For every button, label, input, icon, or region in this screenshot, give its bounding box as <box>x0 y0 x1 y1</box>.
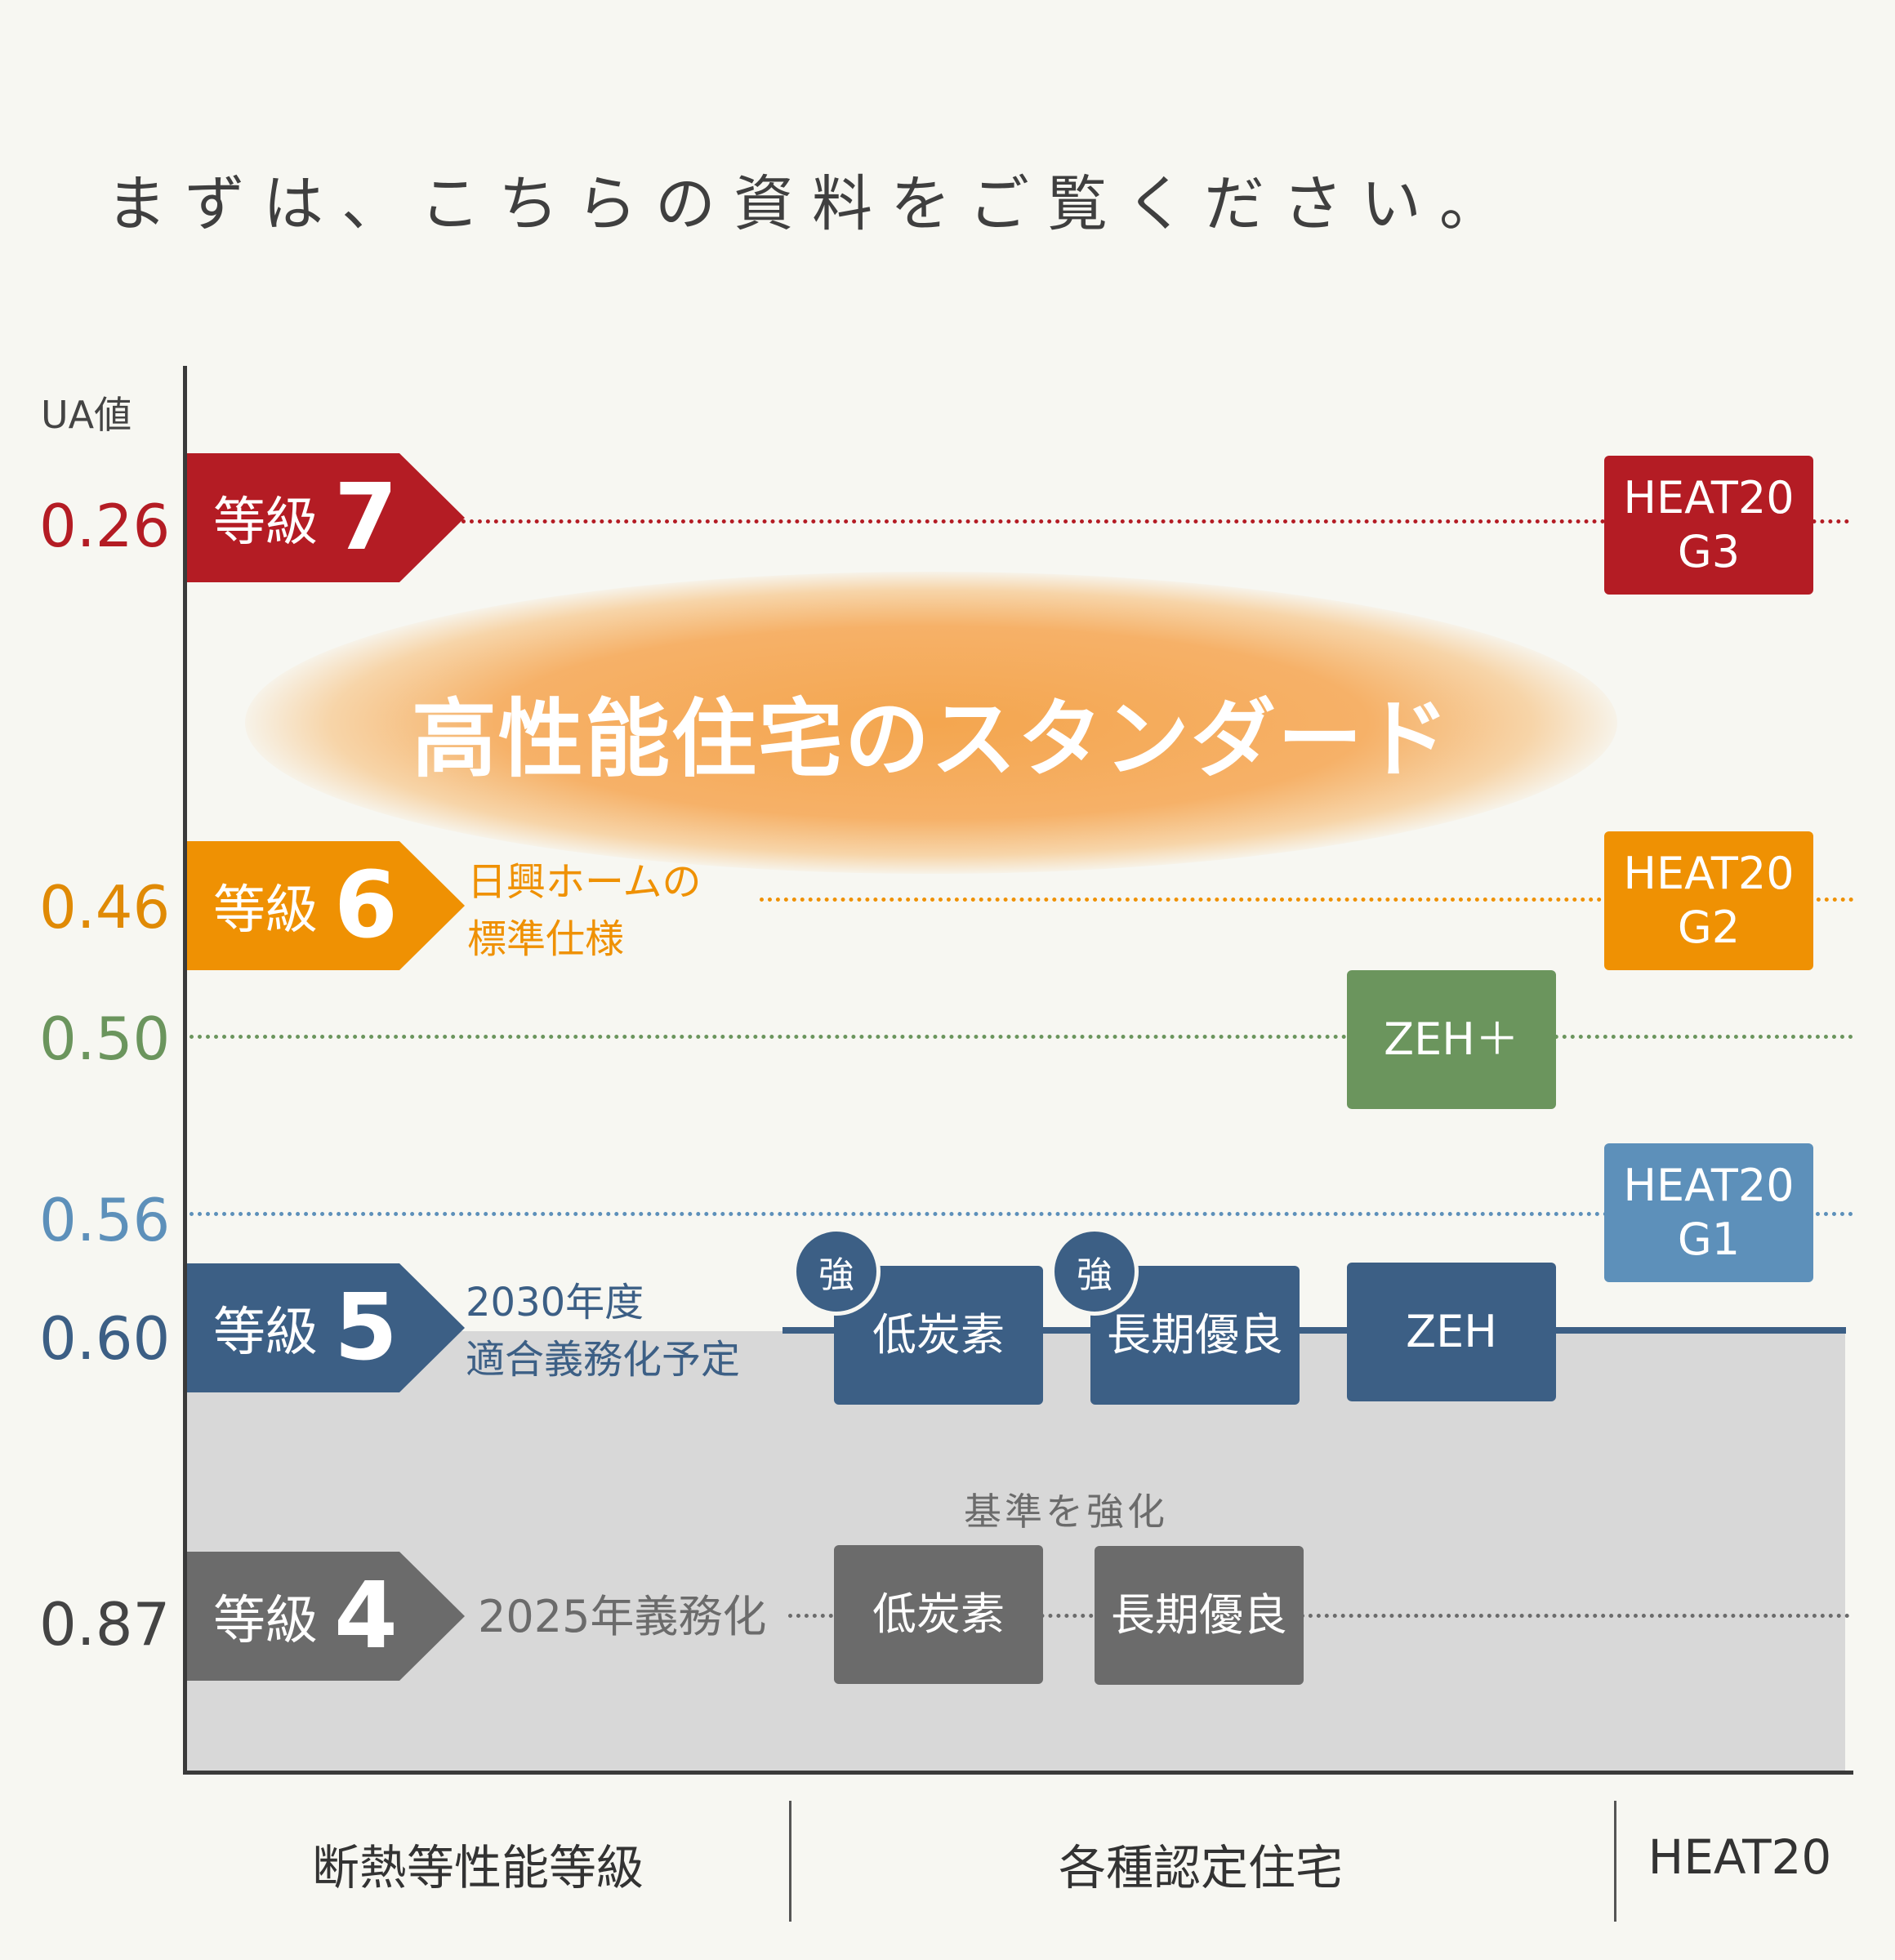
heat20-g1-line1: HEAT20 <box>1623 1160 1795 1211</box>
zeh-plus-box: ZEH＋ <box>1347 970 1556 1109</box>
grade-7-label: 等級 <box>213 492 318 553</box>
heat20-g1-box: HEAT20 G1 <box>1604 1143 1813 1282</box>
category-heat20: HEAT20 <box>1648 1829 1832 1885</box>
strengthened-badge-longterm: 強 <box>1050 1227 1139 1316</box>
grade-5-note: 2030年度 適合義務化予定 <box>466 1274 740 1388</box>
grade-4-label: 等級 <box>213 1591 318 1651</box>
grade-5-number: 5 <box>334 1275 398 1381</box>
ua-value-060: 0.60 <box>39 1304 171 1373</box>
category-insulation: 断熱等性能等級 <box>311 1840 644 1895</box>
heat20-g3-box: HEAT20 G3 <box>1604 456 1813 595</box>
grade-6-note-line2: 標準仕様 <box>467 916 625 962</box>
zeh-box: ZEH <box>1347 1263 1556 1401</box>
grade-6-note: 日興ホームの 標準仕様 <box>467 853 702 968</box>
grade-6-arrow: 等級 6 <box>187 841 465 970</box>
grade-5-arrow: 等級 5 <box>187 1263 465 1392</box>
grade-5-label: 等級 <box>213 1303 318 1363</box>
grade-7-number: 7 <box>334 465 398 571</box>
grade-5-note-line1: 2030年度 <box>466 1280 644 1325</box>
grade-5-note-line2: 適合義務化予定 <box>466 1337 741 1383</box>
ua-value-056: 0.56 <box>39 1186 171 1254</box>
x-axis <box>183 1771 1853 1775</box>
line-026 <box>461 519 1850 523</box>
ua-value-046: 0.46 <box>39 873 171 942</box>
longterm-box-grade4: 長期優良 <box>1095 1546 1304 1685</box>
highlight-glow <box>245 572 1617 874</box>
category-separator-1 <box>789 1801 791 1922</box>
heat20-g3-line2: G3 <box>1677 526 1741 577</box>
heat20-g2-line1: HEAT20 <box>1623 848 1795 899</box>
grade-6-label: 等級 <box>213 880 318 941</box>
ua-value-087: 0.87 <box>39 1590 171 1659</box>
heat20-g2-line2: G2 <box>1677 902 1741 953</box>
strengthen-label: 基準を強化 <box>964 1490 1168 1534</box>
grade-6-number: 6 <box>334 853 398 959</box>
line-056 <box>190 1212 1854 1216</box>
heat20-g1-line2: G1 <box>1677 1214 1741 1265</box>
line-046 <box>760 898 1854 902</box>
category-separator-2 <box>1614 1801 1616 1922</box>
lowcarbon-box-grade5: 低炭素 <box>834 1266 1043 1405</box>
heat20-g2-box: HEAT20 G2 <box>1604 831 1813 970</box>
line-050 <box>190 1035 1854 1039</box>
line-087 <box>788 1614 1850 1618</box>
lowcarbon-box-grade4: 低炭素 <box>834 1545 1043 1684</box>
strengthened-badge-lowcarbon: 強 <box>792 1227 881 1316</box>
grade-4-note: 2025年義務化 <box>478 1591 767 1642</box>
page-heading: まずは、こちらの資料をご覧ください。 <box>106 169 1518 239</box>
grade-6-note-line1: 日興ホームの <box>467 859 702 905</box>
grade-4-arrow: 等級 4 <box>187 1552 465 1681</box>
longterm-box-grade5: 長期優良 <box>1090 1266 1300 1405</box>
grade-7-arrow: 等級 7 <box>187 453 465 582</box>
category-certified: 各種認定住宅 <box>1058 1840 1343 1895</box>
grade-4-number: 4 <box>334 1563 398 1669</box>
line-060 <box>783 1327 1846 1334</box>
y-axis-unit: UA値 <box>41 393 132 437</box>
ua-value-050: 0.50 <box>39 1004 171 1073</box>
ua-value-026: 0.26 <box>39 492 171 560</box>
y-axis <box>183 366 187 1775</box>
heat20-g3-line1: HEAT20 <box>1623 472 1795 523</box>
highlight-text: 高性能住宅のスタンダード <box>411 689 1451 789</box>
